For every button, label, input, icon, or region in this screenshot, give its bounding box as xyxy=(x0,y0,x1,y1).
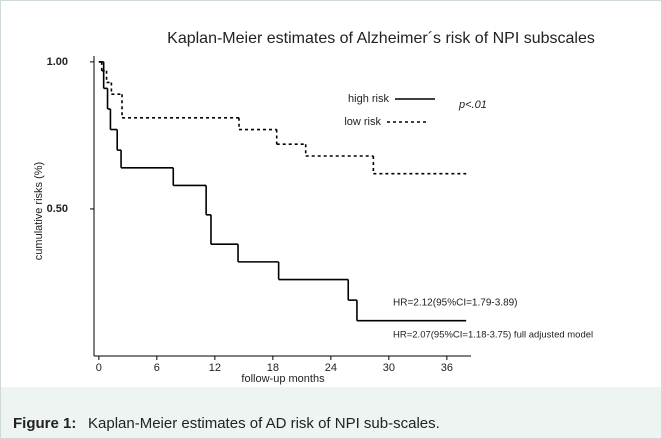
caption-text: Kaplan-Meier estimates of AD risk of NPI… xyxy=(88,415,440,432)
x-tick-label: 30 xyxy=(383,362,395,374)
x-tick-label: 24 xyxy=(325,362,337,374)
x-tick-label: 0 xyxy=(96,362,102,374)
x-tick-label: 18 xyxy=(267,362,279,374)
x-tick-label: 6 xyxy=(154,362,160,374)
annotation: p<.01 xyxy=(458,99,487,111)
legend-label: high risk xyxy=(348,93,389,105)
x-tick-label: 36 xyxy=(441,362,453,374)
y-tick-label: 1.00 xyxy=(47,56,68,68)
x-axis-label: follow-up months xyxy=(241,373,325,385)
legend-label: low risk xyxy=(344,116,381,128)
y-tick-label: 0.50 xyxy=(47,203,68,215)
x-tick-label: 12 xyxy=(209,362,221,374)
caption-label: Figure 1: xyxy=(13,415,77,432)
annotation: HR=2.07(95%CI=1.18-3.75) full adjusted m… xyxy=(393,330,593,341)
chart: Kaplan-Meier estimates of Alzheimer´s ri… xyxy=(33,30,595,385)
chart-title: Kaplan-Meier estimates of Alzheimer´s ri… xyxy=(167,30,595,47)
y-axis-label: cumulative risks (%) xyxy=(33,162,45,260)
annotation: HR=2.12(95%CI=1.79-3.89) xyxy=(393,298,518,309)
caption: Figure 1: Kaplan-Meier estimates of AD r… xyxy=(1,387,661,438)
